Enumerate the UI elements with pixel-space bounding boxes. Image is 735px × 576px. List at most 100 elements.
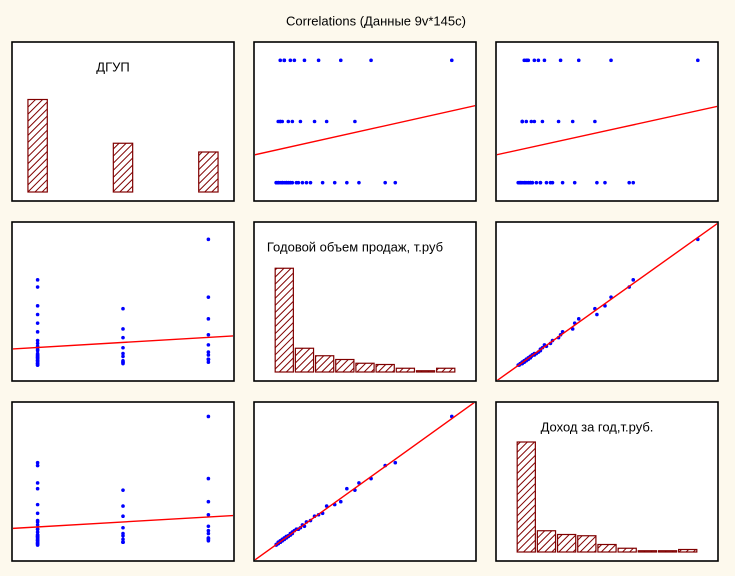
panel-content xyxy=(13,414,233,547)
data-point xyxy=(35,460,40,465)
data-point xyxy=(532,119,537,124)
data-point xyxy=(206,499,211,504)
data-point xyxy=(538,180,543,185)
data-point xyxy=(121,525,125,530)
panel xyxy=(495,41,719,202)
data-point xyxy=(302,58,307,63)
chart-title: Correlations (Данные 9v*145c) xyxy=(286,13,466,28)
data-point xyxy=(324,119,329,124)
data-point xyxy=(383,180,387,185)
data-point xyxy=(278,119,283,124)
data-point xyxy=(540,119,545,124)
histogram-bar xyxy=(436,367,456,373)
data-point xyxy=(121,504,125,508)
data-point xyxy=(524,119,529,124)
data-point xyxy=(595,180,599,185)
data-point xyxy=(121,531,125,536)
data-point xyxy=(35,511,40,516)
data-point xyxy=(530,180,535,185)
data-point xyxy=(121,335,125,340)
data-point xyxy=(121,488,125,492)
data-point xyxy=(276,180,281,185)
data-point xyxy=(121,327,125,331)
data-point xyxy=(206,350,211,354)
data-point xyxy=(570,119,575,124)
data-point xyxy=(298,119,303,124)
data-point xyxy=(35,538,40,543)
data-point xyxy=(393,460,398,465)
histogram-bar xyxy=(314,355,335,373)
data-point xyxy=(35,278,40,282)
data-point xyxy=(308,180,313,185)
panel-content xyxy=(497,223,717,380)
histogram-bar xyxy=(198,151,219,193)
data-point xyxy=(696,58,700,63)
data-point xyxy=(35,527,40,531)
data-point xyxy=(206,237,211,242)
data-point xyxy=(35,347,40,352)
variable-label: ДГУП xyxy=(96,59,129,74)
histogram-bar xyxy=(355,362,375,373)
fit-line xyxy=(255,104,475,156)
fit-line xyxy=(255,403,475,560)
data-point xyxy=(627,180,631,185)
data-point xyxy=(35,358,40,363)
fit-line xyxy=(13,514,233,530)
data-point xyxy=(206,360,211,365)
data-point xyxy=(206,357,211,362)
histogram-bar xyxy=(556,533,577,553)
data-point xyxy=(35,304,40,308)
data-point xyxy=(532,58,537,63)
data-point xyxy=(449,58,454,63)
data-point xyxy=(280,180,285,185)
data-point xyxy=(35,321,40,325)
data-point xyxy=(522,180,527,185)
data-point xyxy=(550,180,555,185)
histogram-bar xyxy=(375,363,395,373)
data-point xyxy=(353,119,357,124)
data-point xyxy=(529,119,534,124)
data-point xyxy=(345,180,349,185)
data-point xyxy=(558,58,563,63)
data-point xyxy=(206,317,211,321)
data-point xyxy=(35,312,40,317)
data-point xyxy=(393,180,398,185)
data-point xyxy=(35,541,40,546)
data-point xyxy=(121,514,125,518)
data-point xyxy=(572,180,577,185)
histogram-bar xyxy=(577,535,597,553)
data-point xyxy=(316,58,321,63)
data-point xyxy=(304,180,309,185)
data-point xyxy=(536,58,541,63)
histogram-bar xyxy=(597,543,617,553)
panel-content xyxy=(255,403,475,560)
data-point xyxy=(357,180,361,185)
data-point xyxy=(292,58,297,63)
data-point xyxy=(206,528,211,533)
data-point xyxy=(35,518,40,523)
data-point xyxy=(206,332,211,337)
data-point xyxy=(556,119,561,124)
data-point xyxy=(121,537,125,542)
histogram-bar xyxy=(415,370,436,373)
data-point xyxy=(121,360,125,365)
variable-label: Годовой объем продаж, т.руб xyxy=(267,239,443,254)
data-point xyxy=(286,119,291,124)
data-point xyxy=(206,295,211,299)
panel-content xyxy=(13,237,233,367)
data-point xyxy=(35,523,40,527)
data-point xyxy=(288,58,293,63)
data-point xyxy=(121,354,125,359)
data-point xyxy=(534,180,539,185)
data-point xyxy=(206,524,211,529)
histogram-bar xyxy=(516,441,536,553)
data-point xyxy=(290,119,295,124)
data-point xyxy=(35,486,40,491)
data-point xyxy=(282,58,287,63)
data-point xyxy=(35,502,40,507)
histogram-bar xyxy=(657,550,678,553)
data-point xyxy=(35,530,40,534)
data-point xyxy=(206,512,211,517)
data-point xyxy=(631,180,636,185)
